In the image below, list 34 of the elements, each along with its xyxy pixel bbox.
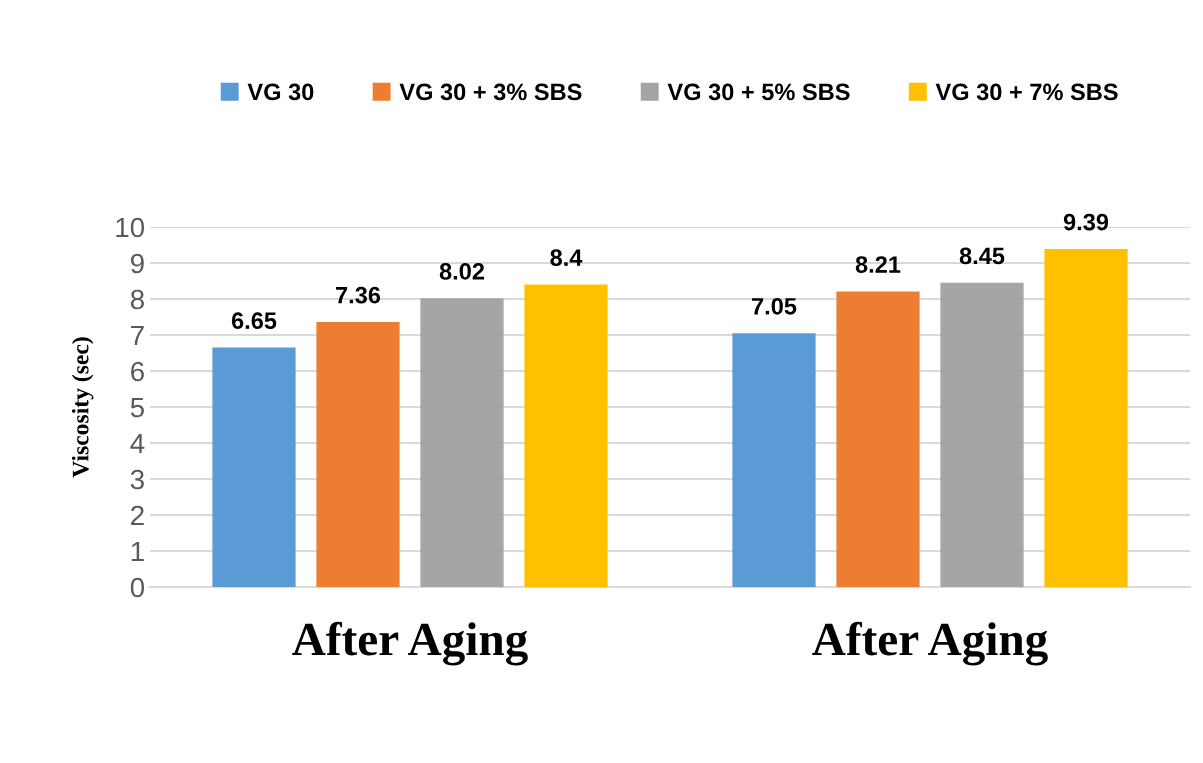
data-label: 7.05 [752, 297, 797, 315]
bar [212, 347, 296, 587]
data-label: 9.39 [1063, 213, 1109, 231]
y-tick-label: 8 [130, 289, 144, 310]
y-tick-label: 6 [131, 361, 144, 382]
bar [524, 284, 608, 587]
data-label: 7.36 [336, 286, 381, 304]
y-tick-label: 0 [130, 577, 145, 598]
y-axis-title: Viscosity (sec) [71, 337, 94, 478]
legend-label: VG 30 + 5% SBS [667, 83, 850, 101]
legend-label: VG 30 + 7% SBS [935, 83, 1118, 101]
x-tick-label: After Aging [292, 621, 528, 666]
legend-label: VG 30 + 3% SBS [399, 83, 582, 101]
y-tick-label: 1 [131, 541, 144, 562]
data-label: 8.4 [550, 249, 583, 267]
bar [1044, 248, 1128, 587]
bar [836, 291, 920, 587]
data-label: 8.45 [959, 247, 1005, 265]
y-tick-label: 9 [130, 253, 144, 274]
data-label: 8.02 [439, 263, 485, 280]
data-label: 8.21 [855, 256, 901, 273]
bar [316, 322, 400, 587]
bar [732, 333, 816, 587]
bar [940, 282, 1024, 587]
y-tick-label: 10 [116, 217, 145, 238]
bar [420, 298, 504, 587]
legend-label: VG 30 [247, 83, 314, 101]
y-tick-label: 4 [130, 433, 145, 454]
y-tick-label: 7 [131, 325, 144, 346]
x-tick-label: After Aging [812, 621, 1048, 666]
y-tick-label: 3 [130, 469, 144, 490]
y-tick-label: 5 [130, 397, 144, 418]
data-label: 6.65 [231, 312, 277, 330]
y-tick-label: 2 [131, 505, 144, 526]
